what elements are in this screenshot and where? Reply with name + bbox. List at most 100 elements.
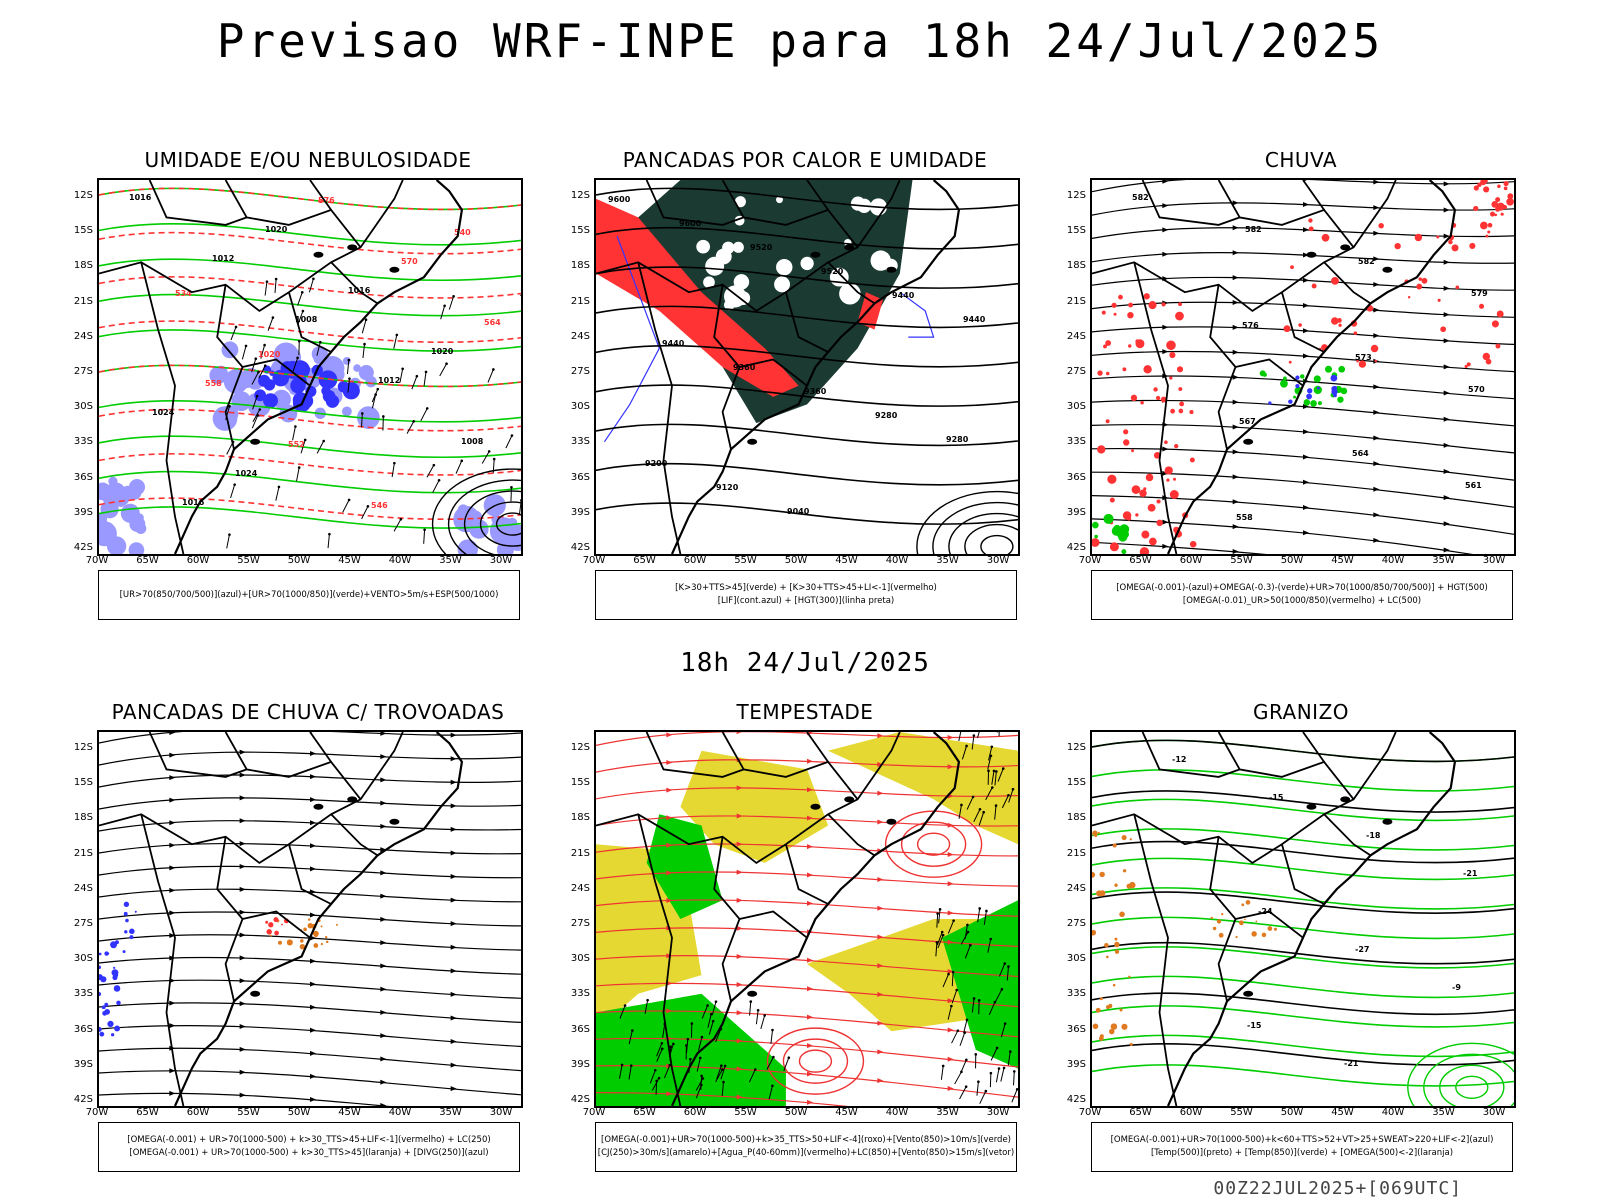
wind-vector (768, 1085, 773, 1100)
field-shading (1473, 205, 1479, 212)
streamline (99, 979, 521, 999)
wind-vector-head (685, 1044, 688, 1047)
streamline-arrow (239, 795, 246, 801)
wind-vector (258, 365, 266, 379)
field-shading (1178, 387, 1183, 392)
streamline-arrow (1443, 181, 1450, 187)
state-border (806, 732, 829, 763)
field-shading (109, 486, 131, 507)
streamline-arrow (947, 939, 954, 945)
state-border (1141, 180, 1241, 226)
streamline-arrow (736, 732, 742, 735)
wind-vector-head (620, 1063, 624, 1067)
wind-vector-head (721, 1068, 724, 1071)
streamline (99, 797, 521, 810)
streamline (1092, 180, 1514, 193)
streamline-arrow (877, 733, 884, 739)
lat-tick-label: 42S (1066, 1094, 1086, 1105)
streamline-arrow (450, 779, 457, 785)
field-shading (1487, 222, 1493, 228)
lake-blob (1382, 818, 1393, 825)
streamline-arrow (1443, 521, 1450, 527)
closed-low (948, 512, 1018, 554)
field-shading (453, 505, 480, 533)
wind-vector (990, 1047, 998, 1061)
field-shading (1179, 401, 1185, 407)
field-shading (1121, 530, 1129, 539)
streamline-arrow (169, 775, 176, 781)
streamline-arrow (1162, 324, 1169, 330)
contour-label: 546 (371, 501, 388, 510)
streamline-arrow (666, 732, 673, 738)
wind-vector-head (763, 1014, 766, 1017)
streamline (596, 843, 1018, 857)
wind-vector (964, 945, 971, 959)
mid-title: 18h 24/Jul/2025 (680, 648, 930, 678)
field-shading (703, 276, 715, 289)
wind-vector (994, 805, 997, 820)
lon-tick-label: 70W (582, 1107, 606, 1118)
streamline (1092, 423, 1514, 454)
field-shading (1106, 955, 1109, 959)
field-shading (104, 951, 109, 956)
streamline-arrow (807, 1071, 813, 1077)
field-shading (353, 364, 361, 372)
closed-low (479, 501, 521, 547)
streamline-arrow (1162, 349, 1169, 355)
wind-vector (964, 924, 968, 939)
streamline-arrow (666, 1091, 673, 1097)
legend-line: [OMEGA(-0.001)-(azul)+OMEGA(-0.3)-(verde… (1116, 583, 1488, 593)
lon-tick-label: 40W (1381, 555, 1405, 566)
wind-vector (942, 973, 949, 988)
lat-tick-label: 21S (1066, 847, 1086, 859)
contour-label: 1024 (235, 469, 258, 478)
wind-vector (399, 368, 404, 383)
contour-line (99, 497, 521, 520)
field-shading (209, 366, 228, 385)
streamline-arrow (947, 1086, 954, 1092)
streamline-arrow (239, 1069, 246, 1075)
wind-vector (505, 435, 513, 449)
wind-vector-head (956, 1029, 960, 1032)
contour-label: 1020 (258, 350, 281, 359)
field-shading (1143, 365, 1152, 374)
lat-tick-label: 18S (1066, 260, 1086, 272)
field-shading (1338, 323, 1342, 327)
streamline-arrow (310, 1096, 316, 1102)
lake-blob (844, 244, 855, 251)
streamline-arrow (1303, 429, 1309, 435)
wind-vector (954, 1071, 962, 1085)
field-shading (1095, 1007, 1101, 1013)
wind-vector (977, 908, 981, 923)
state-border (99, 180, 404, 312)
streamline-arrow (450, 732, 457, 738)
field-shading (99, 952, 102, 956)
field-shading (1235, 935, 1238, 939)
wind-vector-head (296, 356, 299, 360)
wind-vector-head (711, 1019, 715, 1023)
wind-vector (426, 464, 435, 478)
field-shading (1121, 549, 1127, 554)
field-shading (1245, 899, 1251, 905)
wind-vector (1000, 1023, 1006, 1038)
wind-vector (951, 989, 958, 1004)
field-shading (1147, 503, 1156, 512)
contour-line (1092, 1034, 1514, 1058)
streamline-arrow (1373, 307, 1380, 313)
streamline-arrow (380, 986, 387, 992)
field-shading (1244, 918, 1246, 921)
wind-vector (959, 1086, 967, 1100)
streamline-arrow (380, 1102, 387, 1106)
state-border (330, 261, 378, 305)
wind-vector-head (271, 316, 275, 319)
wind-vector (748, 1069, 756, 1083)
contour-label: 558 (205, 379, 222, 388)
wind-vector (760, 1015, 766, 1030)
lat-tick-label: 33S (73, 436, 93, 448)
field-shading (1105, 419, 1110, 424)
lon-tick-label: 45W (1331, 555, 1354, 566)
map-canvas: 582 582 582 579 576 573 570 567 564 561 558 (1092, 180, 1514, 554)
lon-tick-label: 50W (1280, 555, 1304, 566)
wind-vector-head (510, 486, 513, 489)
state-border (637, 262, 682, 554)
